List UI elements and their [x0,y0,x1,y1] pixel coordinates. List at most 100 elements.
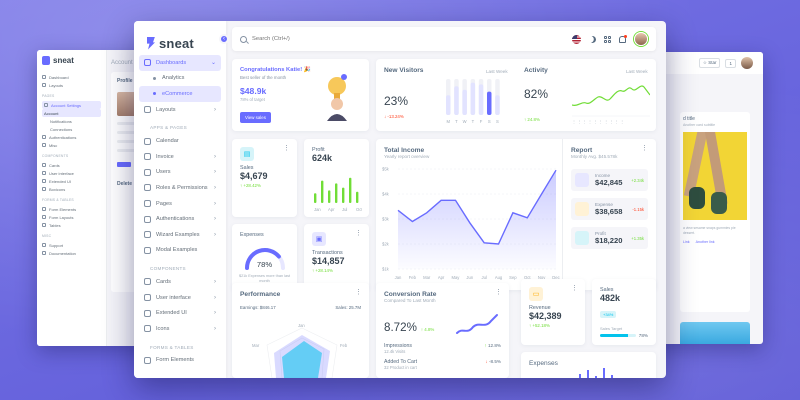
sidebar-item-label: Layouts [156,106,176,113]
layout-icon [144,106,151,114]
detail-icon [42,207,46,211]
transactions-change: ↑ +28.14% [312,268,333,273]
bg-nav-label: Boxicons [49,186,66,192]
sidebar-item-authentications[interactable]: Authentications › [139,211,221,227]
sidebar-item-extended-ui[interactable]: Extended UI › [139,305,221,321]
bg-nav-support[interactable]: Support [42,241,101,249]
more-options-icon[interactable]: ⋮ [283,145,290,152]
shopping-bag-icon [575,202,589,216]
profit-label: Profit [312,147,325,153]
grid-cell [608,35,611,39]
sidebar-item-label: Authentications [156,216,195,223]
sidebar-item-invoice[interactable]: Invoice › [139,149,221,165]
section-header-apps: APPS & PAGES [150,125,187,131]
shortcuts-grid-icon[interactable] [604,35,611,43]
language-flag-icon[interactable] [572,34,581,44]
revenue-value: $42,389 [529,311,562,321]
view-sales-button[interactable]: View sales [240,112,271,123]
bg-nav-ui[interactable]: User interface [42,169,101,177]
congrats-title: Congratulations Katie! 🎉 [240,67,311,73]
sidebar-item-label: Form Elements [156,357,194,364]
credit-card-icon: ▭ [529,287,543,301]
sidebar-item-user-interface[interactable]: User interface › [139,290,221,306]
star-button[interactable]: ☆ Star [698,58,721,68]
sidebar-item-label: Calendar [156,138,179,145]
shield-icon [144,184,151,192]
conversion-row-impressions: Impressions 12.4k Visits ↑ 12.8% [384,343,501,354]
more-options-icon[interactable]: ⋮ [355,289,362,296]
bg-logo: sneat [42,56,101,65]
sidebar-item-form-elements[interactable]: Form Elements [139,353,221,369]
more-options-icon[interactable]: ⋮ [641,145,648,152]
total-income-card: Total Income Yearly report overview $1k $… [376,139,656,290]
bg-save-button[interactable] [117,162,131,167]
gauge-fill [245,248,281,270]
bg-nav-docs[interactable]: Documentation [42,249,101,257]
search-input[interactable] [252,36,402,42]
lock-icon [42,135,46,139]
sidebar: sneat Dashboards ⌄ Analytics eCommerce La… [134,21,226,378]
user-avatar[interactable] [634,32,648,46]
bg-nav-auth[interactable]: Authentications [42,133,101,141]
card-link[interactable]: Link [683,240,690,244]
bg-nav-extended[interactable]: Extended UI [42,177,101,185]
report-item-text: Expense $38,658 [595,202,622,216]
sidebar-collapse-button[interactable]: ‹ [219,34,229,44]
crown-icon [144,325,151,333]
sidebar-item-users[interactable]: Users › [139,165,221,181]
income-x-label: May [451,275,460,280]
more-options-icon[interactable]: ⋮ [571,285,578,292]
bg-nav-label: Support [49,242,64,248]
support-icon [42,243,46,247]
sidebar-item-ecommerce[interactable]: eCommerce [139,86,221,102]
bg-nav-label: Connections [50,126,73,132]
performance-earnings: Earnings: $846.17 [240,305,276,310]
more-options-icon[interactable]: ⋮ [495,289,502,296]
bg-nav-cards[interactable]: Cards [42,161,101,169]
app-logo[interactable]: sneat [134,21,226,55]
bg-nav-tables[interactable]: Tables [42,221,101,229]
more-options-icon[interactable]: ⋮ [355,230,362,237]
bg-sub-account[interactable]: Account [42,109,101,117]
avatar[interactable] [741,57,753,69]
sidebar-item-cards[interactable]: Cards › [139,274,221,290]
sidebar-item-pages[interactable]: Pages › [139,196,221,212]
sidebar-item-wizard[interactable]: Wizard Examples › [139,227,221,243]
sidebar-item-icons[interactable]: Icons › [139,321,221,337]
sidebar-item-modal[interactable]: Modal Examples [139,243,221,259]
bg-nav-boxicons[interactable]: Boxicons [42,185,101,193]
conversion-row-cart: Added To Cart 32 Product in cart ↓ -8.5% [384,359,501,370]
radar-label: Mar [252,343,260,348]
revenue-card: ▭ ⋮ Revenue $42,389 ↑ +52.18% [521,279,585,345]
bg-nav-account-settings[interactable]: Account Settings [42,101,101,109]
bg-nav-form-elements[interactable]: Form Elements [42,205,101,213]
theme-moon-icon[interactable] [588,35,597,44]
expenses-value: 78% [256,260,273,269]
sidebar-item-layouts[interactable]: Layouts › [139,102,221,118]
visitor-day-label: W [463,119,467,124]
sidebar-item-analytics[interactable]: Analytics [139,71,221,87]
income-x-label: Sep [509,275,517,280]
profit-bar [349,177,352,203]
change-text: 4.8% [424,327,435,332]
bg-nav-label: Form Layouts [49,214,74,220]
performance-card: Performance ⋮ Earnings: $846.17 Sales: 2… [232,283,369,378]
arrow-up-icon: ↑ [484,343,487,348]
another-link[interactable]: Another link [695,240,715,244]
bg-nav-misc[interactable]: Misc [42,141,101,149]
bg-sub-notifications[interactable]: Notifications [42,117,101,125]
revenue-label: Revenue [529,305,551,311]
sidebar-nav: Dashboards ⌄ Analytics eCommerce Layouts ›… [134,55,226,368]
bg-nav-label: Notifications [50,118,72,124]
bg-nav-form-layouts[interactable]: Form Layouts [42,213,101,221]
sidebar-item-roles[interactable]: Roles & Permissions › [139,180,221,196]
bg-sub-connections[interactable]: Connections [42,125,101,133]
bg-nav-dashboard[interactable]: Dashboard [42,73,101,81]
bg-nav-layouts[interactable]: Layouts [42,81,101,89]
notifications-bell-icon[interactable] [619,34,627,43]
bg-brand: sneat [53,56,74,65]
sidebar-item-dashboards[interactable]: Dashboards ⌄ [139,55,221,71]
sidebar-item-calendar[interactable]: Calendar [139,133,221,149]
row-name: Added To Cart [384,359,418,365]
bg-sidebar: sneat Dashboard Layouts PAGES Account Se… [37,50,107,346]
